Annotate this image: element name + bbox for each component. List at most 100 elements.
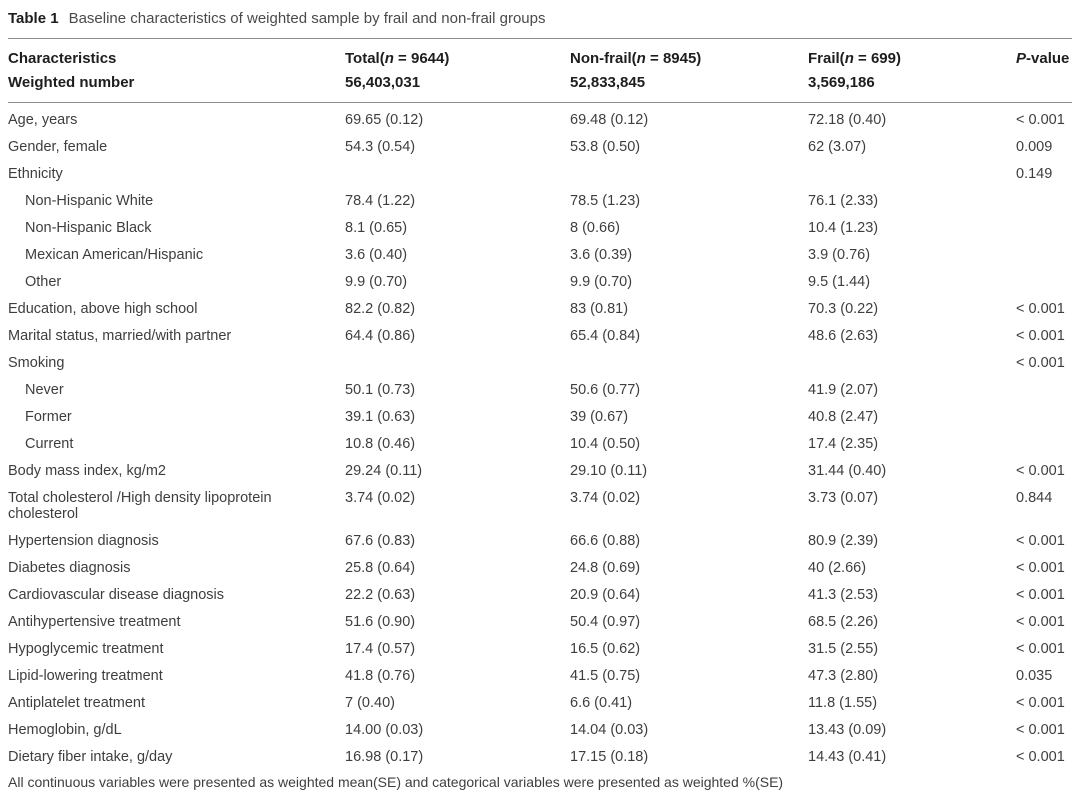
row-frail-value: 40.8 (2.47)	[808, 409, 879, 425]
row-nonfrail-value: 69.48 (0.12)	[570, 112, 649, 128]
table-row: Non-Hispanic Black 8.1 (0.65) 8 (0.66) 1…	[8, 215, 1072, 242]
row-label: Age, years	[8, 112, 78, 128]
row-nonfrail-value: 65.4 (0.84)	[570, 328, 641, 344]
row-total-value: 22.2 (0.63)	[345, 587, 416, 603]
row-total-value: 54.3 (0.54)	[345, 139, 416, 155]
table-row: Antihypertensive treatment 51.6 (0.90) 5…	[8, 609, 1072, 636]
row-total-value: 82.2 (0.82)	[345, 301, 416, 317]
row-nonfrail-value: 83 (0.81)	[570, 301, 629, 317]
row-total-value: 51.6 (0.90)	[345, 614, 416, 630]
row-frail-value: 41.9 (2.07)	[808, 382, 879, 398]
row-pvalue: < 0.001	[1016, 695, 1065, 711]
weighted-number-total: 56,403,031	[345, 74, 421, 91]
row-frail-value: 68.5 (2.26)	[808, 614, 879, 630]
row-label: Former	[25, 409, 72, 425]
row-nonfrail-value	[570, 350, 808, 377]
row-label: Other	[25, 274, 62, 290]
row-total-value: 3.6 (0.40)	[345, 247, 408, 263]
row-pvalue: < 0.001	[1016, 533, 1065, 549]
table-footnote: All continuous variables were presented …	[8, 773, 784, 790]
header-row-groups: Characteristics Total(n = 9644) Non-frai…	[8, 39, 1072, 70]
row-nonfrail-value: 39 (0.67)	[570, 409, 629, 425]
weighted-number-label: Weighted number	[8, 74, 135, 91]
row-frail-value: 70.3 (0.22)	[808, 301, 879, 317]
table-body: Age, years 69.65 (0.12) 69.48 (0.12) 72.…	[8, 103, 1072, 771]
row-nonfrail-value: 8 (0.66)	[570, 220, 620, 236]
row-pvalue	[1016, 269, 1072, 296]
row-nonfrail-value: 16.5 (0.62)	[570, 641, 641, 657]
row-total-value	[345, 350, 570, 377]
row-pvalue: 0.844	[1016, 490, 1053, 506]
table-row: Hypertension diagnosis 67.6 (0.83) 66.6 …	[8, 528, 1072, 555]
row-pvalue: 0.009	[1016, 139, 1053, 155]
row-total-value: 16.98 (0.17)	[345, 749, 424, 765]
row-label: Smoking	[8, 355, 65, 371]
col-header-total: Total(n = 9644)	[345, 50, 450, 67]
row-frail-value: 72.18 (0.40)	[808, 112, 887, 128]
row-frail-value: 10.4 (1.23)	[808, 220, 879, 236]
table-row: Gender, female 54.3 (0.54) 53.8 (0.50) 6…	[8, 134, 1072, 161]
row-frail-value: 47.3 (2.80)	[808, 668, 879, 684]
col-header-nonfrail: Non-frail(n = 8945)	[570, 50, 702, 67]
row-pvalue: < 0.001	[1016, 641, 1065, 657]
col-header-frail: Frail(n = 699)	[808, 50, 901, 67]
row-total-value	[345, 161, 570, 188]
table-row: Lipid-lowering treatment 41.8 (0.76) 41.…	[8, 663, 1072, 690]
weighted-number-pvalue-empty	[1016, 70, 1072, 103]
table-row: Hypoglycemic treatment 17.4 (0.57) 16.5 …	[8, 636, 1072, 663]
row-frail-value: 41.3 (2.53)	[808, 587, 879, 603]
row-pvalue: < 0.001	[1016, 112, 1065, 128]
row-label: Total cholesterol /High density lipoprot…	[8, 490, 272, 522]
row-pvalue: < 0.001	[1016, 614, 1065, 630]
row-total-value: 64.4 (0.86)	[345, 328, 416, 344]
row-label: Current	[25, 436, 74, 452]
row-total-value: 78.4 (1.22)	[345, 193, 416, 209]
row-total-value: 41.8 (0.76)	[345, 668, 416, 684]
table-row: Body mass index, kg/m2 29.24 (0.11) 29.1…	[8, 458, 1072, 485]
row-nonfrail-value: 24.8 (0.69)	[570, 560, 641, 576]
row-nonfrail-value: 10.4 (0.50)	[570, 436, 641, 452]
row-label: Dietary fiber intake, g/day	[8, 749, 173, 765]
table-row: Non-Hispanic White 78.4 (1.22) 78.5 (1.2…	[8, 188, 1072, 215]
row-total-value: 50.1 (0.73)	[345, 382, 416, 398]
row-frail-value: 9.5 (1.44)	[808, 274, 871, 290]
row-total-value: 14.00 (0.03)	[345, 722, 424, 738]
row-total-value: 3.74 (0.02)	[345, 490, 416, 506]
row-label: Non-Hispanic Black	[25, 220, 152, 236]
row-label: Ethnicity	[8, 166, 63, 182]
table-row: Other 9.9 (0.70) 9.9 (0.70) 9.5 (1.44)	[8, 269, 1072, 296]
row-label: Gender, female	[8, 139, 108, 155]
row-pvalue: < 0.001	[1016, 749, 1065, 765]
row-label: Mexican American/Hispanic	[25, 247, 204, 263]
row-pvalue: < 0.001	[1016, 722, 1065, 738]
row-label: Hypertension diagnosis	[8, 533, 159, 549]
row-total-value: 17.4 (0.57)	[345, 641, 416, 657]
row-label: Diabetes diagnosis	[8, 560, 131, 576]
row-total-value: 25.8 (0.64)	[345, 560, 416, 576]
table-row: Mexican American/Hispanic 3.6 (0.40) 3.6…	[8, 242, 1072, 269]
table-caption: Table 1 Baseline characteristics of weigh…	[8, 6, 1072, 39]
row-pvalue: < 0.001	[1016, 587, 1065, 603]
table-row: Smoking < 0.001	[8, 350, 1072, 377]
row-total-value: 67.6 (0.83)	[345, 533, 416, 549]
table-row: Diabetes diagnosis 25.8 (0.64) 24.8 (0.6…	[8, 555, 1072, 582]
row-label: Never	[25, 382, 64, 398]
row-pvalue: 0.149	[1016, 166, 1053, 182]
row-pvalue: < 0.001	[1016, 463, 1065, 479]
row-pvalue: < 0.001	[1016, 301, 1065, 317]
row-label: Marital status, married/with partner	[8, 328, 232, 344]
row-frail-value: 3.73 (0.07)	[808, 490, 879, 506]
row-pvalue	[1016, 215, 1072, 242]
table-caption-label: Table 1	[8, 10, 59, 27]
row-nonfrail-value: 41.5 (0.75)	[570, 668, 641, 684]
row-label: Lipid-lowering treatment	[8, 668, 163, 684]
row-frail-value: 31.5 (2.55)	[808, 641, 879, 657]
row-label: Antihypertensive treatment	[8, 614, 181, 630]
row-total-value: 10.8 (0.46)	[345, 436, 416, 452]
row-nonfrail-value	[570, 161, 808, 188]
row-label: Education, above high school	[8, 301, 198, 317]
row-frail-value: 62 (3.07)	[808, 139, 867, 155]
table-row: Hemoglobin, g/dL 14.00 (0.03) 14.04 (0.0…	[8, 717, 1072, 744]
row-pvalue: < 0.001	[1016, 355, 1065, 371]
